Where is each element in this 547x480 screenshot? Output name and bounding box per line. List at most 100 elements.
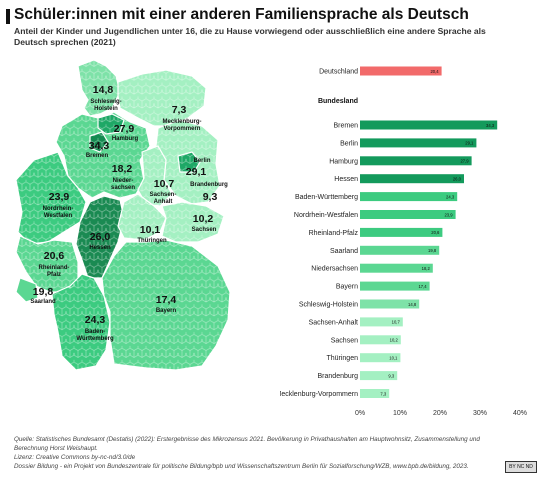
category-label-state-12: Sachsen (331, 337, 358, 344)
bar-state-6 (360, 227, 443, 237)
map-label-st-2: Anhalt (154, 199, 173, 205)
page-subtitle: Anteil der Kinder und Jugendlichen unter… (14, 26, 486, 47)
map-label-ni-1: Nieder- (113, 178, 134, 184)
map-value-sn: 10,2 (193, 213, 214, 225)
bar-state-7 (360, 245, 440, 255)
bar-state-10 (360, 299, 420, 309)
map-value-nw: 23,9 (49, 191, 70, 203)
map-label-nw-1: Nordrhein- (43, 206, 74, 212)
state-ni-texture (56, 112, 150, 198)
state-th-texture (118, 194, 166, 240)
map-label-mv-2: Vorpommern (164, 126, 201, 132)
category-label-state-1: Berlin (340, 140, 358, 147)
value-label-state-12: 10,2 (390, 338, 399, 343)
value-label-state-13: 10,1 (389, 356, 398, 361)
value-label-state-9: 17,4 (418, 284, 427, 289)
category-label-state-2: Hamburg (329, 158, 358, 165)
category-label-state-5: Nordrhein-Westfalen (294, 212, 358, 219)
category-label-state-3: Hessen (334, 176, 358, 183)
map-value-bw: 24,3 (85, 314, 106, 326)
bar-state-9 (360, 281, 430, 291)
state-by-texture (102, 240, 230, 370)
value-label-state-8: 18,2 (422, 266, 431, 271)
value-label-state-11: 10,7 (392, 320, 401, 325)
x-tick-3: 30% (473, 410, 487, 417)
map-value-be: 29,1 (186, 166, 207, 178)
category-label-deutschland: Deutschland (319, 69, 358, 76)
state-bb-texture (156, 120, 220, 204)
category-label-state-7: Saarland (330, 248, 358, 255)
group-label: Bundesland (318, 98, 358, 105)
map-label-bw-1: Baden- (85, 329, 105, 335)
map-label-be: Berlin (193, 158, 210, 164)
map-label-rp-2: Pfalz (47, 272, 61, 278)
map-label-hb: Bremen (86, 153, 109, 159)
state-mv-texture (118, 70, 206, 126)
map-label-sh-1: Schleswig- (90, 99, 121, 105)
map-label-sl: Saarland (30, 299, 56, 305)
value-label-state-1: 29,1 (465, 141, 474, 146)
map-label-bb: Brandenburg (190, 182, 228, 188)
map-label-bw-2: Württemberg (76, 336, 114, 342)
value-label-state-6: 20,6 (431, 230, 440, 235)
map-label-mv-1: Mecklenburg- (162, 119, 201, 125)
state-sn-texture (162, 202, 224, 242)
map-value-he: 26,0 (90, 231, 111, 243)
footer-credit: Dossier Bildung - ein Projekt von Bundes… (14, 463, 469, 470)
state-nw-texture (16, 152, 86, 244)
bar-state-11 (360, 317, 403, 327)
value-label-state-0: 34,3 (486, 123, 495, 128)
value-label-state-14: 9,3 (388, 373, 394, 378)
map-label-hh: Hamburg (112, 136, 139, 142)
value-label-state-10: 14,8 (408, 302, 417, 307)
map-value-hb: 34,3 (89, 140, 110, 152)
map-value-sl: 19,8 (33, 286, 54, 298)
category-label-state-10: Schleswig-Holstein (299, 302, 358, 309)
footer-source-2: Berechnung Horst Weishaupt. (14, 445, 98, 452)
footer-license: Lizenz: Creative Commons by-nc-nd/3.0/de (14, 454, 136, 461)
map-value-rp: 20,6 (44, 250, 65, 262)
bar-state-13 (360, 353, 401, 363)
x-tick-4: 40% (513, 410, 527, 417)
category-label-state-14: Brandenburg (318, 373, 359, 380)
bar-state-0 (360, 120, 498, 130)
bar-state-3 (360, 174, 464, 184)
map-label-sh-2: Holstein (94, 106, 118, 112)
bar-chart: Deutschland 20,4 Bundesland Bremen 34,3 Berli… (280, 66, 527, 417)
state-sh-texture (78, 60, 120, 116)
category-label-state-4: Baden-Württemberg (295, 194, 358, 201)
bar-state-2 (360, 156, 472, 166)
map-value-mv: 7,3 (172, 104, 187, 116)
value-label-state-2: 27,9 (460, 159, 469, 164)
category-label-state-13: Thüringen (326, 355, 358, 362)
bar-state-5 (360, 210, 456, 219)
map-label-by: Bayern (156, 308, 177, 314)
state-st-texture (138, 146, 172, 206)
category-label-state-11: Sachsen-Anhalt (309, 319, 358, 326)
cc-license-badge: BY NC ND (505, 461, 537, 473)
map-label-rp-1: Rheinland- (39, 265, 70, 271)
bar-state-1 (360, 138, 477, 148)
bar-state-12 (360, 335, 401, 345)
value-label-state-4: 24,3 (446, 194, 455, 199)
map-value-hh: 27,9 (114, 123, 135, 135)
germany-map: 14,8 Schleswig- Holstein 7,3 Mecklenburg… (15, 59, 231, 371)
map-value-by: 17,4 (156, 294, 177, 306)
category-label-state-8: Niedersachsen (311, 266, 358, 273)
bar-state-15 (360, 389, 390, 398)
map-value-bb: 9,3 (203, 191, 218, 203)
page-title: Schüler:innen mit einer anderen Familien… (14, 6, 469, 23)
map-value-st: 10,7 (154, 178, 175, 190)
value-label-deutschland: 20,4 (430, 69, 439, 74)
map-label-nw-2: Westfalen (44, 213, 73, 219)
category-label-state-15: Mecklenburg-Vorpommern (280, 391, 358, 398)
state-sl (15, 277, 39, 303)
map-label-st-1: Sachsen- (150, 192, 177, 198)
map-label-he: Hessen (89, 245, 111, 251)
state-bw-texture (52, 274, 110, 370)
x-tick-2: 20% (433, 410, 447, 417)
title-accent-bar (6, 9, 10, 24)
map-label-sn: Sachsen (192, 227, 217, 233)
bar-state-8 (360, 263, 433, 273)
value-label-state-7: 19,8 (428, 248, 437, 253)
